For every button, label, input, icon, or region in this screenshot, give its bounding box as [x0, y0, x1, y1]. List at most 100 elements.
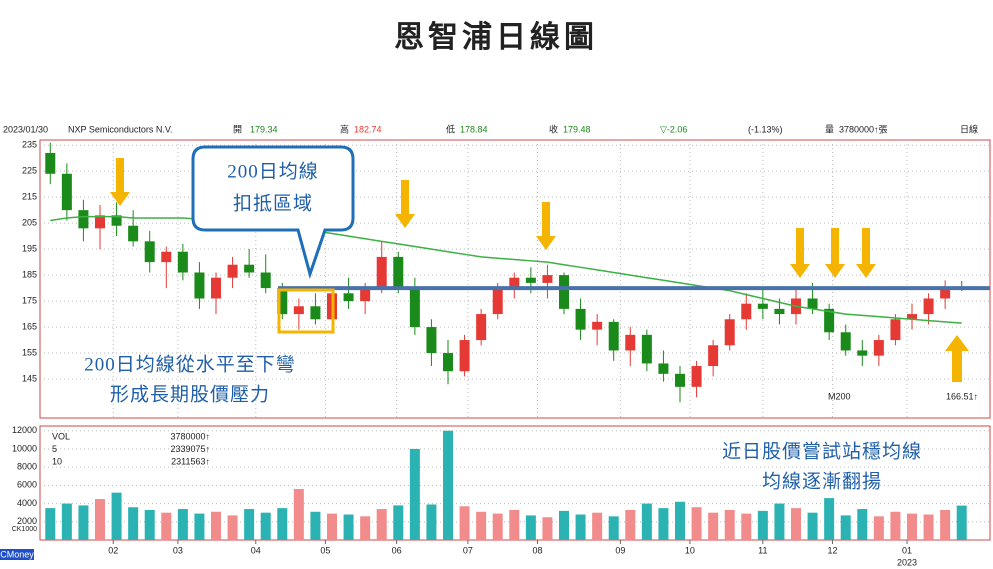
callout-text: 扣抵區域	[233, 192, 313, 214]
note-left: 200日均線從水平至下彎	[84, 353, 296, 375]
candle-body	[161, 251, 172, 263]
volume-bar	[277, 508, 288, 540]
period: 日線	[960, 123, 978, 134]
y-tick-label: 6000	[17, 480, 37, 490]
x-tick-label: 04	[251, 545, 261, 555]
volume-bar	[95, 499, 105, 540]
low-label: 低	[446, 123, 455, 134]
close: 179.48	[563, 124, 591, 134]
candle-body	[724, 319, 735, 346]
x-tick-label: 06	[392, 545, 402, 555]
candle-body	[757, 303, 768, 309]
low: 178.84	[460, 124, 488, 134]
candle-body	[244, 264, 255, 273]
year-label: 2023	[897, 557, 917, 567]
volume-bar	[459, 506, 470, 540]
x-tick-label: 07	[463, 545, 473, 555]
highlight-box	[277, 288, 335, 334]
candle-body	[343, 293, 354, 302]
x-tick-label: 03	[173, 545, 183, 555]
candle-body	[675, 373, 685, 387]
callout-box	[191, 145, 355, 280]
candle-body	[459, 340, 470, 372]
arrow	[395, 180, 415, 228]
legend-value: 2339075↑	[170, 444, 210, 454]
y-tick-label: 8000	[17, 462, 37, 472]
date: 2023/01/30	[3, 124, 48, 134]
page-title: 恩智浦日線圖	[394, 20, 598, 54]
volume-bar	[260, 512, 271, 540]
volume-bar	[857, 509, 868, 540]
candle-body	[61, 173, 72, 211]
candle-body	[95, 215, 105, 229]
volume-bar	[211, 511, 221, 540]
candle-body	[774, 308, 785, 315]
y-tick-label: 4000	[17, 498, 37, 508]
volume-bar	[807, 512, 818, 540]
candle-body	[443, 353, 453, 372]
candle-body	[592, 321, 603, 330]
volume-bar	[128, 507, 139, 540]
volume-bar	[708, 512, 719, 540]
candle-body	[426, 327, 437, 354]
volume-bar	[45, 508, 56, 540]
badge: CMoney	[0, 549, 34, 559]
y-tick-label: 2000	[17, 516, 37, 526]
volume-bar	[658, 508, 669, 540]
candle-body	[409, 288, 420, 328]
candle-body	[691, 366, 702, 387]
candle-body	[658, 363, 669, 374]
volume-bar	[757, 510, 768, 540]
arrow	[536, 202, 556, 250]
candle-body	[608, 321, 619, 351]
candle-body	[277, 288, 288, 315]
candle-body	[45, 152, 56, 174]
company: NXP Semiconductors N.V.	[68, 124, 173, 134]
volume-bar	[327, 513, 337, 540]
high-label: 高	[340, 123, 349, 134]
candle-body	[873, 340, 884, 356]
candle-body	[128, 225, 139, 242]
volume-bar	[940, 509, 951, 540]
candle-body	[111, 215, 122, 226]
arrow	[945, 335, 969, 382]
note-left: 形成長期股價壓力	[110, 383, 270, 405]
unit-label: CK1000	[12, 526, 37, 533]
volume-bar	[592, 512, 603, 540]
volume-bar	[907, 513, 917, 540]
candle-body	[641, 334, 652, 364]
volume-bar	[227, 515, 238, 540]
volume-bar	[873, 516, 884, 540]
volume-bar	[641, 503, 652, 540]
y-tick-label: 165	[22, 321, 37, 331]
volume-bar	[443, 430, 453, 540]
candle-body	[824, 308, 835, 333]
volume-bar	[78, 505, 89, 540]
y-tick-label: 10000	[12, 443, 37, 453]
y-tick-label: 195	[22, 243, 37, 253]
candle-body	[575, 308, 586, 330]
candle-body	[741, 303, 752, 320]
x-tick-label: 01	[902, 545, 912, 555]
candle-body	[525, 277, 536, 283]
arrow	[825, 228, 845, 278]
volume-bar	[476, 511, 487, 540]
volume-bar	[890, 511, 901, 540]
y-tick-label: 225	[22, 166, 37, 176]
candle-body	[310, 306, 321, 320]
change: ▽-2.06	[660, 124, 687, 134]
candle-body	[559, 275, 569, 309]
x-tick-label: 02	[108, 545, 118, 555]
volume-bar	[840, 515, 851, 540]
volume-bar	[177, 509, 188, 540]
candle-body	[923, 298, 934, 315]
candle-body	[194, 272, 205, 299]
volume-bar	[691, 507, 702, 540]
legend-name: VOL	[52, 431, 70, 441]
volume-bar	[492, 513, 503, 540]
ma-value: 166.51↑	[946, 391, 978, 401]
candle-body	[227, 264, 238, 278]
volume-bar	[575, 514, 586, 540]
candle-body	[840, 332, 851, 351]
